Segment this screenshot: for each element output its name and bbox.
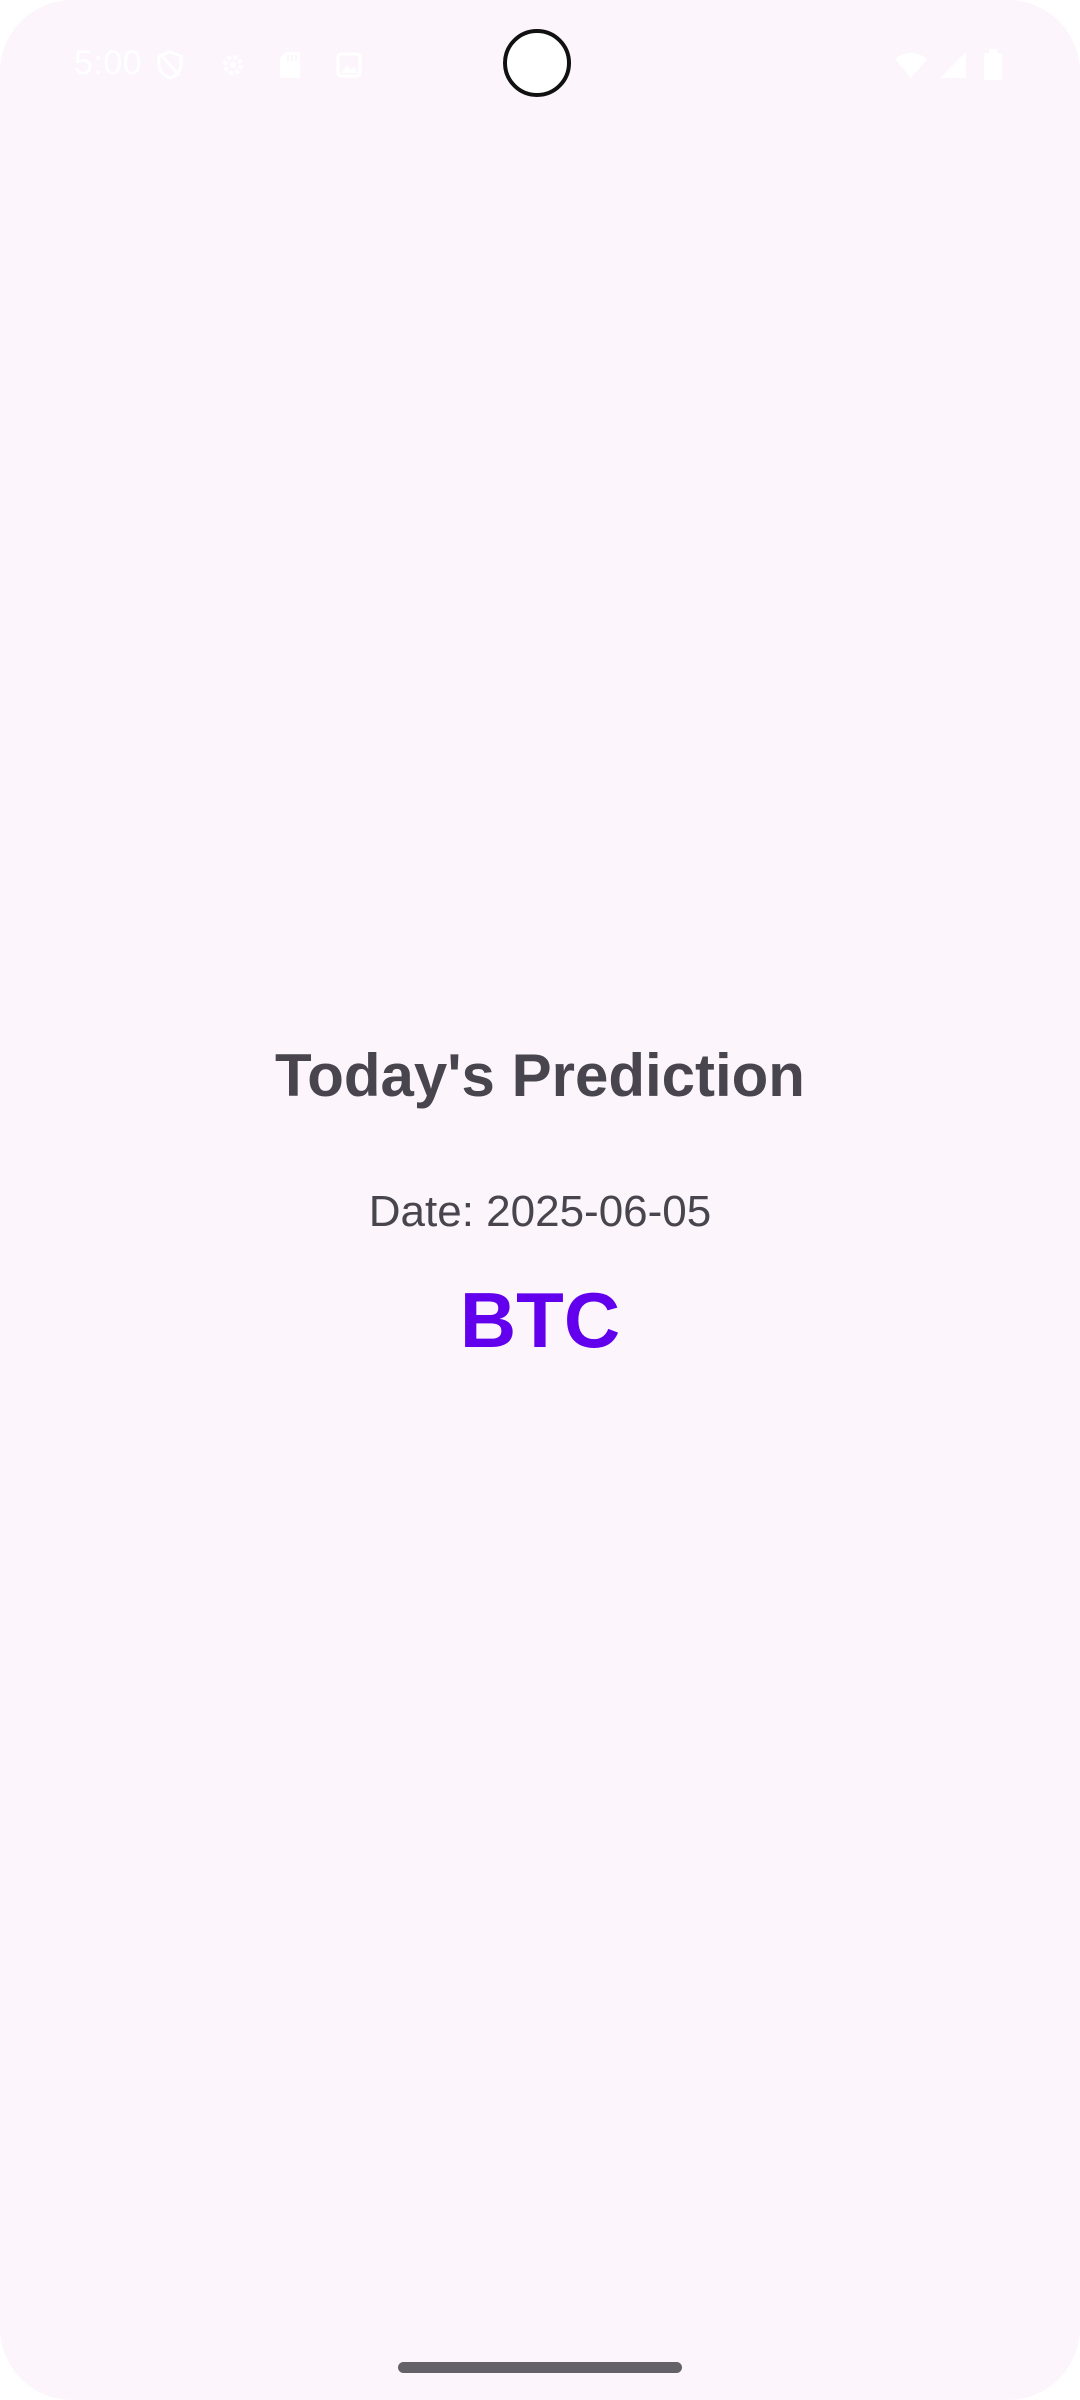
signal-icon bbox=[938, 50, 968, 80]
prediction-date: Date: 2025-06-05 bbox=[368, 1187, 712, 1236]
wifi-icon bbox=[893, 50, 929, 80]
home-indicator[interactable] bbox=[398, 2362, 682, 2373]
front-camera-cutout bbox=[503, 29, 571, 97]
page-title: Today's Prediction bbox=[275, 1042, 805, 1109]
shield-icon bbox=[156, 50, 184, 80]
image-icon bbox=[335, 50, 363, 80]
status-time: 5:00 bbox=[74, 44, 143, 82]
settings-gear-icon bbox=[219, 50, 247, 80]
battery-icon bbox=[983, 49, 1003, 80]
prediction-ticker: BTC bbox=[459, 1276, 621, 1364]
status-bar: 5:00 bbox=[0, 0, 1080, 130]
sd-card-icon bbox=[276, 50, 304, 80]
